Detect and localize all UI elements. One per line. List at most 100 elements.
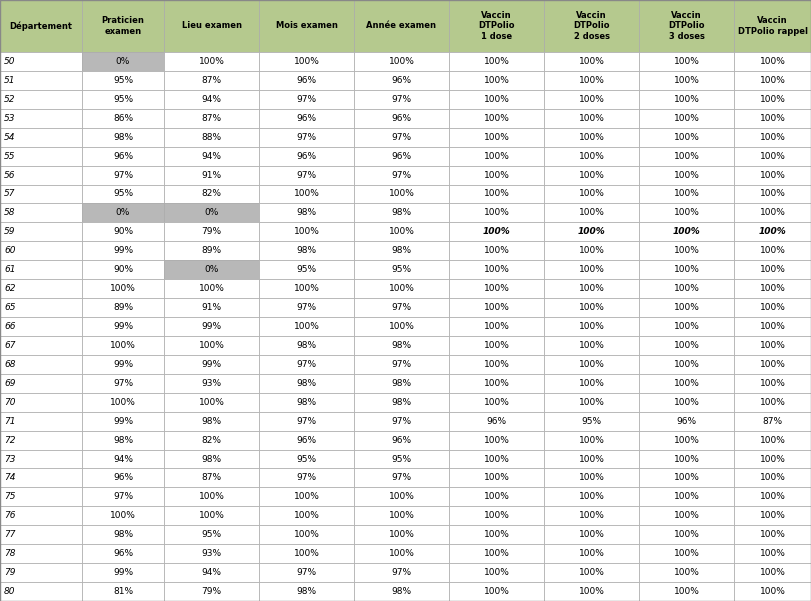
Bar	[82, 109, 164, 128]
Bar	[164, 507, 259, 525]
Text: 68: 68	[4, 360, 15, 369]
Text: 100%: 100%	[388, 227, 414, 236]
Bar	[639, 222, 734, 242]
Bar	[0, 260, 82, 279]
Text: 99%: 99%	[113, 360, 133, 369]
Bar	[259, 260, 354, 279]
Bar	[164, 166, 259, 185]
Bar	[164, 336, 259, 355]
Text: 100%: 100%	[578, 265, 604, 274]
Bar	[449, 487, 544, 507]
Bar	[259, 71, 354, 90]
Bar	[354, 374, 449, 393]
Text: 97%: 97%	[113, 379, 133, 388]
Text: 100%: 100%	[578, 549, 604, 558]
Text: 100%: 100%	[578, 341, 604, 350]
Bar	[164, 260, 259, 279]
Text: 98%: 98%	[392, 398, 411, 407]
Bar	[259, 298, 354, 317]
Bar	[0, 507, 82, 525]
Bar	[354, 298, 449, 317]
Text: 100%: 100%	[577, 227, 605, 236]
Text: 100%: 100%	[760, 95, 785, 104]
Bar	[0, 412, 82, 431]
Text: 93%: 93%	[201, 379, 221, 388]
Text: 66: 66	[4, 322, 15, 331]
Bar	[354, 204, 449, 222]
Bar	[734, 298, 811, 317]
Bar	[0, 469, 82, 487]
Text: 96%: 96%	[297, 114, 316, 123]
Text: 100%: 100%	[674, 114, 699, 123]
Text: 100%: 100%	[760, 265, 785, 274]
Bar	[82, 222, 164, 242]
Text: 95%: 95%	[297, 265, 316, 274]
Bar	[354, 52, 449, 71]
Text: 95%: 95%	[581, 416, 602, 426]
Text: 98%: 98%	[297, 341, 316, 350]
Text: 100%: 100%	[760, 549, 785, 558]
Text: 100%: 100%	[760, 322, 785, 331]
Bar	[82, 128, 164, 147]
Text: 100%: 100%	[760, 492, 785, 501]
Bar	[259, 469, 354, 487]
Text: 96%: 96%	[113, 474, 133, 483]
Bar	[259, 412, 354, 431]
Text: 100%: 100%	[674, 322, 699, 331]
Text: 100%: 100%	[578, 360, 604, 369]
Text: 100%: 100%	[578, 474, 604, 483]
Text: 82%: 82%	[201, 189, 221, 198]
Bar	[0, 90, 82, 109]
Text: 100%: 100%	[578, 436, 604, 445]
Text: 100%: 100%	[483, 530, 509, 539]
Text: 100%: 100%	[578, 151, 604, 160]
Bar	[449, 109, 544, 128]
Text: 100%: 100%	[578, 246, 604, 255]
Text: 100%: 100%	[674, 454, 699, 463]
Bar	[0, 336, 82, 355]
Bar	[354, 355, 449, 374]
Bar	[259, 147, 354, 166]
Bar	[734, 222, 811, 242]
Text: 100%: 100%	[760, 436, 785, 445]
Text: 100%: 100%	[674, 151, 699, 160]
Bar	[544, 563, 639, 582]
Bar	[544, 582, 639, 601]
Bar	[639, 71, 734, 90]
Bar	[82, 412, 164, 431]
Text: 100%: 100%	[760, 171, 785, 180]
Bar	[544, 374, 639, 393]
Bar	[354, 147, 449, 166]
Bar	[82, 0, 164, 52]
Bar	[259, 563, 354, 582]
Text: 98%: 98%	[392, 246, 411, 255]
Bar	[259, 507, 354, 525]
Bar	[544, 109, 639, 128]
Text: 95%: 95%	[201, 530, 221, 539]
Bar	[354, 336, 449, 355]
Text: 100%: 100%	[578, 568, 604, 577]
Text: 100%: 100%	[483, 133, 509, 142]
Bar	[544, 222, 639, 242]
Text: Mois examen: Mois examen	[276, 22, 337, 31]
Bar	[449, 525, 544, 545]
Bar	[354, 563, 449, 582]
Text: 100%: 100%	[674, 398, 699, 407]
Bar	[544, 487, 639, 507]
Bar	[354, 487, 449, 507]
Bar	[354, 128, 449, 147]
Bar	[734, 279, 811, 298]
Bar	[354, 90, 449, 109]
Bar	[639, 109, 734, 128]
Text: 74: 74	[4, 474, 15, 483]
Bar	[164, 374, 259, 393]
Text: 100%: 100%	[578, 379, 604, 388]
Bar	[259, 222, 354, 242]
Bar	[449, 431, 544, 450]
Text: 100%: 100%	[578, 587, 604, 596]
Bar	[82, 52, 164, 71]
Text: 94%: 94%	[201, 95, 221, 104]
Text: 93%: 93%	[201, 549, 221, 558]
Bar	[639, 336, 734, 355]
Text: 100%: 100%	[483, 436, 509, 445]
